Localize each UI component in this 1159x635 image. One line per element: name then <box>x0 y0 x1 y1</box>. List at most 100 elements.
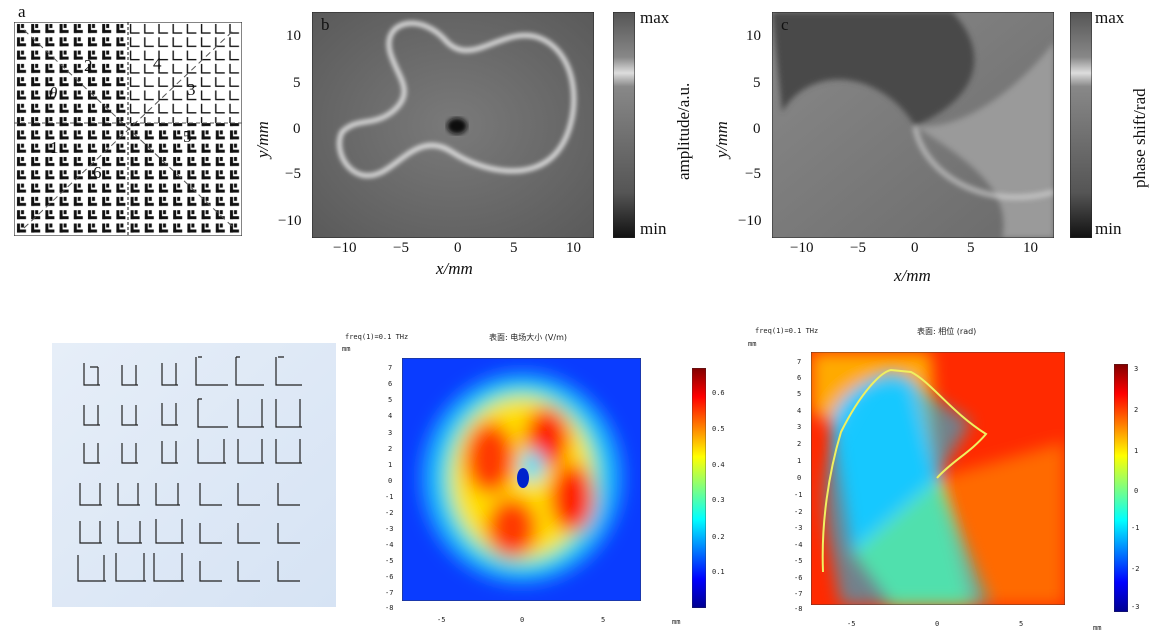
x-tick: 5 <box>510 240 518 256</box>
y-tick: 5 <box>797 390 802 398</box>
y-tick: -3 <box>794 524 803 532</box>
y-tick: -5 <box>794 557 803 565</box>
colorbar-tick: 0.3 <box>712 496 725 504</box>
y-tick: -8 <box>385 604 394 612</box>
region-label-6: 6 <box>93 163 102 182</box>
efield-colorbar <box>692 368 706 608</box>
colorbar-tick: 0.1 <box>712 568 725 576</box>
x-tick: −5 <box>393 240 409 256</box>
x-tick: −10 <box>333 240 357 256</box>
colorbar-tick: 0.2 <box>712 533 725 541</box>
x-tick: 0 <box>911 240 919 256</box>
panel-c-letter: c <box>781 15 789 34</box>
y-tick: 1 <box>797 457 802 465</box>
phase-colorbar <box>1070 12 1092 238</box>
y-tick: 7 <box>388 364 393 372</box>
y-tick: 6 <box>388 380 393 388</box>
y-tick: 0 <box>753 121 761 137</box>
y-tick: 4 <box>797 407 802 415</box>
y-tick: -2 <box>794 508 803 516</box>
freq-label: freq(1)=0.1 THz <box>345 333 409 341</box>
colorbar-min: min <box>640 219 667 238</box>
region-label-4: 4 <box>153 54 162 73</box>
colorbar-tick: 2 <box>1134 406 1139 414</box>
y-tick: 0 <box>388 477 393 485</box>
y-unit: mm <box>748 340 757 348</box>
metasurface-array <box>14 22 242 236</box>
x-tick: −5 <box>850 240 866 256</box>
efield-map <box>402 358 641 601</box>
y-tick: −10 <box>738 213 762 229</box>
y-unit: mm <box>342 345 351 353</box>
y-tick: −10 <box>278 213 302 229</box>
y-axis-label: y/mm <box>712 121 731 158</box>
colorbar-max: max <box>640 8 670 27</box>
x-tick: −10 <box>790 240 814 256</box>
y-tick: 10 <box>286 28 301 44</box>
y-tick: 0 <box>293 121 301 137</box>
amplitude-colorbar <box>613 12 635 238</box>
y-tick: -4 <box>385 541 394 549</box>
y-tick: 6 <box>797 374 802 382</box>
colorbar-max: max <box>1095 8 1125 27</box>
y-tick: 3 <box>388 429 393 437</box>
colorbar-tick: 1 <box>1134 447 1139 455</box>
region-label-5: 5 <box>183 127 192 146</box>
x-tick: -5 <box>847 620 856 628</box>
x-axis-label: x/mm <box>436 259 473 278</box>
colorbar-tick: 0.5 <box>712 425 725 433</box>
colorbar-tick: -2 <box>1131 565 1140 573</box>
x-axis-label: x/mm <box>894 266 931 285</box>
colorbar-tick: 0.4 <box>712 461 725 469</box>
y-tick: -8 <box>794 605 803 613</box>
phase-sim-map <box>811 352 1065 605</box>
y-tick: 4 <box>388 412 393 420</box>
y-tick: −5 <box>285 166 301 182</box>
unit-cell-layout <box>52 343 336 607</box>
colorbar-tick: -1 <box>1131 524 1140 532</box>
y-tick: -1 <box>385 493 394 501</box>
x-unit: mm <box>1093 624 1102 632</box>
x-tick: 10 <box>566 240 581 256</box>
x-tick: 0 <box>935 620 940 628</box>
x-unit: mm <box>672 618 681 626</box>
colorbar-tick: -3 <box>1131 603 1140 611</box>
region-label-2: 2 <box>84 56 93 75</box>
theta-label: θ <box>49 84 58 103</box>
x-tick: 5 <box>601 616 606 624</box>
x-tick: 10 <box>1023 240 1038 256</box>
y-tick: 10 <box>746 28 761 44</box>
y-tick: -3 <box>385 525 394 533</box>
colorbar-label: amplitude/a.u. <box>674 82 693 180</box>
y-tick: -6 <box>385 573 394 581</box>
y-tick: -7 <box>385 589 394 597</box>
colorbar-tick: 0 <box>1134 487 1139 495</box>
region-label-3: 3 <box>187 80 196 99</box>
region-label-1: 1 <box>50 138 59 157</box>
x-tick: 0 <box>454 240 462 256</box>
colorbar-min: min <box>1095 219 1122 238</box>
phase-sim-colorbar <box>1114 364 1128 612</box>
y-tick: −5 <box>745 166 761 182</box>
colorbar-tick: 3 <box>1134 365 1139 373</box>
y-tick: 1 <box>388 461 393 469</box>
x-tick: 5 <box>1019 620 1024 628</box>
y-tick: -7 <box>794 590 803 598</box>
plot-title: 表面: 相位 (rad) <box>917 327 977 336</box>
y-tick: 2 <box>388 445 393 453</box>
y-axis-label: y/mm <box>253 121 272 158</box>
y-tick: -5 <box>385 557 394 565</box>
y-tick: 5 <box>293 75 301 91</box>
y-tick: 7 <box>797 358 802 366</box>
phase-map <box>772 12 1054 238</box>
y-tick: -2 <box>385 509 394 517</box>
y-tick: 5 <box>388 396 393 404</box>
y-tick: -4 <box>794 541 803 549</box>
colorbar-tick: 0.6 <box>712 389 725 397</box>
panel-a-letter: a <box>18 2 26 21</box>
y-tick: 3 <box>797 423 802 431</box>
colorbar-label: phase shift/rad <box>1130 88 1149 188</box>
plot-title: 表面: 电场大小 (V/m) <box>489 333 567 342</box>
y-tick: 5 <box>753 75 761 91</box>
y-tick: 2 <box>797 440 802 448</box>
